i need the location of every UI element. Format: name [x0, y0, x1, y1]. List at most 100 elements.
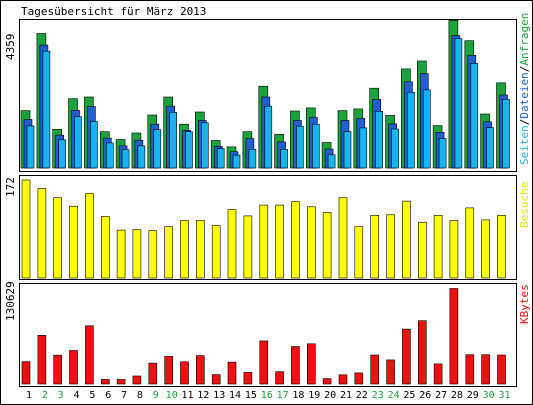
bar-seiten-day-9	[153, 129, 162, 169]
bar-seiten-day-29	[470, 63, 479, 169]
x-tick-label-day-2: 2	[42, 390, 48, 401]
x-tick-label-day-16: 16	[261, 390, 273, 401]
bar-besuche-day-24	[386, 214, 395, 279]
bar-kbytes-day-2	[37, 334, 47, 385]
bar-besuche-day-12	[196, 220, 205, 279]
bar-besuche-day-16	[259, 204, 269, 279]
bar-kbytes-day-9	[148, 362, 158, 385]
x-tick-label-day-7: 7	[121, 390, 127, 401]
x-tick-label-day-26: 26	[419, 390, 431, 401]
bar-kbytes-day-30	[481, 354, 490, 385]
hits-panel	[19, 19, 517, 172]
bar-seiten-day-27	[438, 138, 447, 169]
x-tick-label-day-31: 31	[498, 390, 510, 401]
bar-besuche-day-28	[449, 220, 459, 279]
bar-besuche-day-30	[481, 219, 490, 279]
x-tick-label-day-25: 25	[403, 390, 415, 401]
bar-kbytes-day-14	[227, 361, 237, 385]
x-tick-label-day-8: 8	[137, 390, 143, 401]
bar-kbytes-day-6	[101, 379, 110, 385]
bar-seiten-day-16	[264, 105, 273, 169]
bar-besuche-day-18	[291, 201, 300, 279]
x-tick-label-day-12: 12	[197, 390, 209, 401]
bar-besuche-day-3	[53, 197, 63, 279]
x-tick-label-day-4: 4	[73, 390, 79, 401]
kbytes-ymax-label: 130629	[4, 281, 17, 321]
bar-kbytes-day-3	[53, 354, 63, 385]
x-tick-label-day-18: 18	[292, 390, 304, 401]
bar-seiten-day-7	[121, 149, 130, 169]
bar-seiten-day-13	[216, 148, 225, 169]
bar-seiten-day-24	[391, 128, 399, 169]
bar-kbytes-day-20	[322, 378, 332, 385]
bar-seiten-day-2	[42, 50, 51, 169]
bar-kbytes-day-25	[402, 328, 411, 385]
bar-besuche-day-13	[211, 225, 221, 279]
x-axis-labels: 1 2 3 4 5 6 7 8 9 10 11 12 13 14 15 16 17 18 19 20 21 22 23 24 2…	[26, 390, 511, 401]
bar-kbytes-day-17	[275, 371, 284, 385]
bar-seiten-day-1	[26, 125, 35, 169]
bar-seiten-day-15	[248, 149, 257, 169]
bar-besuche-day-23	[370, 215, 380, 279]
bar-besuche-day-15	[243, 215, 253, 279]
legend-sep-2: /	[518, 66, 531, 73]
x-tick-label-day-10: 10	[166, 390, 178, 401]
x-tick-label-day-1: 1	[26, 390, 32, 401]
bar-seiten-day-19	[311, 123, 320, 169]
bar-besuche-day-26	[417, 221, 427, 279]
bar-kbytes-day-27	[433, 363, 443, 385]
bar-kbytes-day-19	[306, 343, 316, 385]
bar-besuche-day-4	[69, 205, 78, 279]
bar-seiten-day-14	[232, 154, 241, 169]
x-tick-label-day-14: 14	[229, 390, 241, 401]
bar-seiten-day-20	[327, 154, 336, 169]
legend-sep-1: /	[518, 119, 531, 126]
bar-besuche-day-22	[354, 226, 364, 279]
legend-anfragen: Anfragen	[518, 13, 531, 66]
visits-ymax-label: 172	[4, 177, 17, 197]
bar-besuche-day-5	[85, 193, 94, 279]
bar-kbytes-day-24	[386, 359, 395, 385]
bar-besuche-day-25	[402, 200, 411, 279]
bar-besuche-day-1	[21, 179, 31, 279]
bar-kbytes-day-18	[291, 346, 300, 385]
x-tick-label-day-19: 19	[308, 390, 320, 401]
bar-seiten-day-26	[422, 89, 431, 169]
bar-seiten-day-17	[280, 149, 288, 169]
bar-seiten-day-11	[185, 131, 193, 169]
bar-besuche-day-19	[306, 206, 316, 279]
bar-kbytes-day-26	[417, 320, 427, 385]
bar-seiten-day-8	[137, 145, 146, 169]
bar-seiten-day-25	[407, 92, 415, 169]
bar-seiten-day-6	[106, 142, 114, 169]
legend-seiten: Seiten	[518, 125, 531, 165]
bar-seiten-day-28	[454, 38, 463, 169]
bar-besuche-day-10	[164, 226, 173, 279]
bar-kbytes-day-8	[132, 375, 142, 385]
x-tick-label-day-29: 29	[467, 390, 479, 401]
bar-seiten-day-10	[169, 112, 177, 169]
x-tick-label-day-30: 30	[483, 390, 495, 401]
bar-kbytes-day-4	[69, 350, 78, 385]
x-tick-label-day-11: 11	[181, 390, 193, 401]
bar-besuche-day-9	[148, 230, 158, 279]
bar-kbytes-day-12	[196, 355, 205, 385]
bar-seiten-day-12	[201, 122, 209, 169]
bar-besuche-day-29	[465, 207, 475, 279]
x-tick-label-day-20: 20	[324, 390, 336, 401]
legend-dateien: Dateien	[518, 72, 531, 118]
bar-kbytes-day-5	[85, 325, 94, 385]
bar-kbytes-day-23	[370, 354, 380, 385]
x-tick-label-day-15: 15	[245, 390, 257, 401]
x-tick-label-day-27: 27	[435, 390, 447, 401]
x-tick-label-day-21: 21	[340, 390, 352, 401]
bar-seiten-day-22	[359, 127, 368, 169]
bar-kbytes-day-1	[21, 361, 31, 385]
bar-seiten-day-3	[58, 139, 67, 169]
legend-besuche: Besuche	[518, 182, 531, 228]
bar-besuche-day-17	[275, 204, 284, 279]
bar-besuche-day-6	[101, 216, 110, 279]
bar-besuche-day-31	[497, 215, 506, 279]
